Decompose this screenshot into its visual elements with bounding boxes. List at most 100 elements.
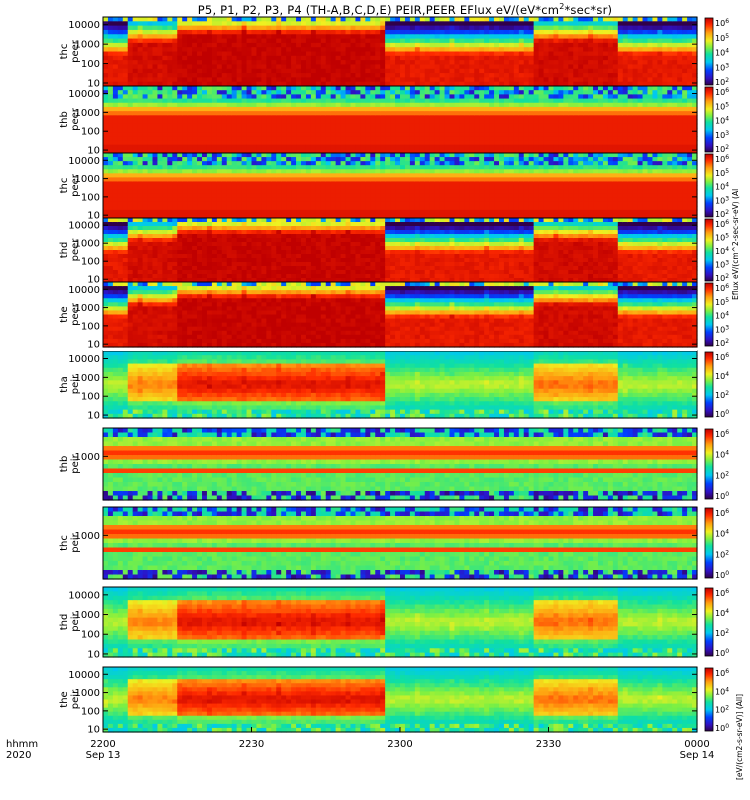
- heatmap-cell: [528, 140, 535, 146]
- heatmap-cell: [315, 34, 322, 40]
- heatmap-cell: [662, 38, 668, 44]
- heatmap-cell: [528, 29, 535, 35]
- heatmap-cell: [499, 123, 505, 129]
- heatmap-cell: [533, 47, 540, 53]
- heatmap-cell: [508, 34, 515, 40]
- heatmap-cell: [266, 193, 272, 199]
- heatmap-cell: [122, 17, 129, 22]
- heatmap-cell: [305, 102, 312, 108]
- heatmap-cell: [132, 177, 139, 183]
- heatmap-cell: [301, 34, 307, 40]
- heatmap-cell: [464, 106, 470, 112]
- heatmap-cell: [301, 136, 307, 142]
- heatmap-cell: [503, 17, 510, 22]
- heatmap-cell: [286, 106, 292, 112]
- heatmap-cell: [350, 90, 357, 95]
- heatmap-cell: [558, 98, 564, 104]
- heatmap-cell: [454, 81, 460, 87]
- heatmap-cell: [503, 60, 510, 66]
- heatmap-cell: [281, 73, 287, 78]
- heatmap-cell: [548, 29, 555, 35]
- heatmap-cell: [107, 17, 114, 22]
- heatmap-cell: [578, 144, 584, 150]
- heatmap-cell: [305, 47, 312, 53]
- heatmap-cell: [404, 193, 411, 199]
- heatmap-cell: [211, 111, 218, 116]
- heatmap-cell: [301, 115, 307, 121]
- heatmap-cell: [578, 38, 584, 44]
- heatmap-cell: [449, 132, 456, 137]
- heatmap-cell: [350, 169, 357, 174]
- heatmap-cell: [251, 25, 258, 31]
- heatmap-cell: [627, 86, 634, 91]
- heatmap-cell: [360, 213, 366, 219]
- heatmap-cell: [320, 102, 327, 108]
- heatmap-cell: [251, 213, 258, 219]
- heatmap-cell: [657, 123, 663, 129]
- heatmap-cell: [647, 77, 654, 83]
- heatmap-cell: [162, 106, 168, 112]
- heatmap-cell: [211, 205, 218, 211]
- heatmap-cell: [503, 106, 510, 112]
- heatmap-cell: [310, 136, 317, 142]
- heatmap-cell: [637, 77, 644, 83]
- heatmap-cell: [320, 98, 327, 104]
- heatmap-cell: [598, 55, 604, 61]
- heatmap-cell: [682, 55, 688, 61]
- heatmap-cell: [256, 185, 262, 191]
- heatmap-cell: [434, 42, 441, 48]
- heatmap-cell: [503, 38, 510, 44]
- heatmap-cell: [632, 86, 639, 91]
- heatmap-cell: [503, 77, 510, 83]
- heatmap-cell: [147, 140, 154, 146]
- heatmap-cell: [414, 185, 421, 191]
- heatmap-cell: [588, 29, 594, 35]
- heatmap-cell: [494, 25, 500, 31]
- heatmap-cell: [202, 25, 208, 31]
- heatmap-cell: [503, 68, 510, 74]
- heatmap-cell: [211, 185, 218, 191]
- heatmap-cell: [152, 77, 159, 83]
- heatmap-cell: [474, 64, 480, 70]
- heatmap-cell: [528, 38, 535, 44]
- heatmap-cell: [439, 157, 446, 162]
- chart-title: P5, P1, P2, P3, P4 (TH-A,B,C,D,E) PEIR,P…: [197, 2, 613, 17]
- heatmap-cell: [553, 136, 559, 142]
- heatmap-cell: [221, 111, 228, 116]
- heatmap-cell: [241, 102, 248, 108]
- heatmap-cell: [543, 111, 550, 116]
- heatmap-cell: [419, 144, 426, 150]
- heatmap-cell: [211, 136, 218, 142]
- heatmap-cell: [627, 51, 634, 57]
- heatmap-cell: [157, 185, 163, 191]
- heatmap-cell: [127, 42, 134, 48]
- heatmap-cell: [266, 189, 272, 195]
- heatmap-cell: [612, 68, 619, 74]
- heatmap-cell: [434, 144, 441, 150]
- colorbar: [704, 86, 714, 153]
- heatmap-cell: [375, 115, 381, 121]
- heatmap-cell: [355, 165, 361, 170]
- heatmap-cell: [588, 77, 594, 83]
- heatmap-cell: [523, 68, 530, 74]
- heatmap-cell: [523, 140, 530, 146]
- heatmap-cell: [162, 177, 168, 183]
- heatmap-cell: [489, 86, 495, 91]
- heatmap-cell: [508, 42, 515, 48]
- heatmap-cell: [291, 42, 297, 48]
- heatmap-cell: [340, 144, 347, 150]
- heatmap-cell: [513, 144, 520, 150]
- heatmap-cell: [117, 123, 124, 129]
- heatmap-cell: [132, 94, 139, 100]
- heatmap-cell: [523, 106, 530, 112]
- heatmap-cell: [187, 51, 193, 57]
- heatmap-cell: [647, 148, 654, 154]
- heatmap-cell: [479, 34, 485, 40]
- heatmap-cell: [350, 136, 357, 142]
- heatmap-cell: [395, 86, 401, 91]
- heatmap-cell: [132, 197, 139, 203]
- heatmap-cell: [459, 64, 465, 70]
- heatmap-cell: [380, 29, 386, 35]
- heatmap-cell: [221, 140, 228, 146]
- heatmap-cell: [117, 90, 124, 95]
